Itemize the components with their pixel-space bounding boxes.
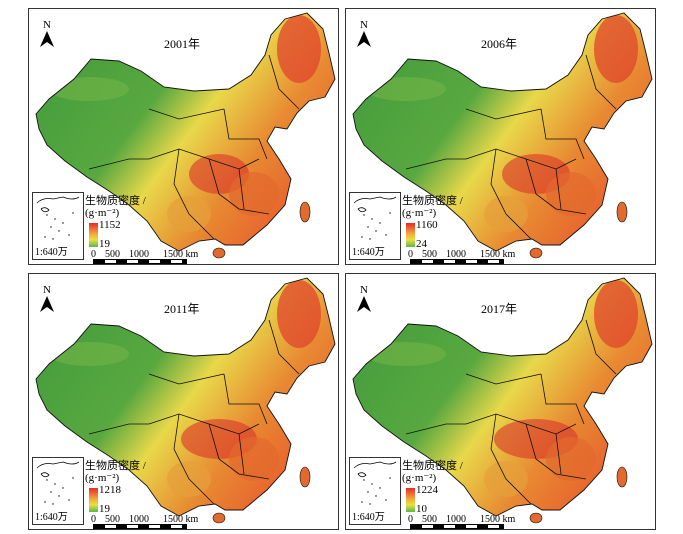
scale-ratio: 1:640万 — [35, 512, 68, 523]
legend-max-value: 1152 — [99, 219, 121, 231]
north-arrow: N — [354, 19, 374, 47]
legend-max-value: 1160 — [416, 219, 438, 231]
legend-color-ramp — [406, 488, 415, 512]
scale-tick-0: 0 — [408, 249, 413, 260]
taiwan — [616, 201, 628, 223]
legend-color-ramp — [89, 488, 98, 512]
year-label: 2011年 — [164, 302, 200, 316]
legend-title-unit: (g·m⁻²) — [85, 472, 120, 484]
legend-title-line1: 生物质密度 / — [402, 195, 463, 207]
south-china-sea-inset: 1:640万 — [32, 457, 84, 525]
north-arrow-icon — [357, 31, 371, 47]
legend-title: 生物质密度 / (g·m⁻²) — [85, 195, 146, 219]
scale-tick-0: 0 — [91, 249, 96, 260]
high-biomass-areas — [366, 280, 638, 497]
scale-bar — [93, 259, 187, 264]
hainan — [529, 512, 543, 524]
legend-color-ramp — [406, 223, 415, 247]
legend-title: 生物质密度 / (g·m⁻²) — [402, 460, 463, 484]
hainan — [529, 247, 543, 259]
scale-bar — [93, 524, 187, 529]
taiwan — [616, 466, 628, 488]
national-border — [35, 277, 336, 517]
hainan — [212, 247, 226, 259]
scale-ratio: 1:640万 — [352, 247, 385, 258]
province-borders — [405, 54, 617, 240]
scale-tick-0: 0 — [91, 514, 96, 525]
province-borders — [405, 319, 617, 505]
legend-min-value: 19 — [99, 238, 110, 250]
biomass-density-map — [352, 12, 653, 259]
map-panel: N 2006年 1:640万 生物质密度 / (g·m⁻²) 1160 24 0… — [345, 8, 656, 265]
biomass-density-map — [352, 277, 653, 524]
scale-tick-500: 500 — [105, 249, 120, 260]
legend-max-value: 1224 — [416, 484, 438, 496]
scale-bar — [410, 524, 504, 529]
legend-title-line1: 生物质密度 / — [85, 195, 146, 207]
legend-title-unit: (g·m⁻²) — [402, 472, 437, 484]
province-borders — [88, 54, 300, 240]
legend-title-line1: 生物质密度 / — [85, 460, 146, 472]
north-arrow-icon — [357, 296, 371, 312]
legend-min-value: 10 — [416, 503, 427, 515]
legend-title-unit: (g·m⁻²) — [85, 207, 120, 219]
map-panel: N 2001年 1:640万 生物质密度 / (g·m⁻²) 1152 19 0… — [28, 8, 339, 265]
legend-title: 生物质密度 / (g·m⁻²) — [402, 195, 463, 219]
inset-map — [36, 461, 80, 505]
north-label: N — [360, 284, 368, 296]
scale-tick-500: 500 — [105, 514, 120, 525]
legend-min-value: 24 — [416, 238, 427, 250]
north-label: N — [43, 284, 51, 296]
north-arrow-icon — [40, 31, 54, 47]
scale-tick-1500: 1500 km — [163, 249, 199, 260]
national-border — [35, 12, 336, 252]
taiwan — [299, 201, 311, 223]
south-china-sea-inset: 1:640万 — [32, 192, 84, 260]
biomass-density-map — [35, 12, 336, 259]
legend-color-ramp — [89, 223, 98, 247]
hainan — [212, 512, 226, 524]
legend-title-line1: 生物质密度 / — [402, 460, 463, 472]
year-label: 2001年 — [164, 37, 201, 51]
legend-max-value: 1218 — [99, 484, 121, 496]
map-panel: N 2017年 1:640万 生物质密度 / (g·m⁻²) 1224 10 0… — [345, 273, 656, 530]
scale-tick-1000: 1000 — [129, 514, 149, 525]
north-label: N — [43, 19, 51, 31]
scale-tick-500: 500 — [422, 249, 437, 260]
national-border — [352, 277, 653, 517]
scale-tick-500: 500 — [422, 514, 437, 525]
scale-tick-0: 0 — [408, 514, 413, 525]
biomass-density-map — [35, 277, 336, 524]
scale-tick-1500: 1500 km — [480, 514, 516, 525]
inset-map — [353, 461, 397, 505]
north-arrow: N — [37, 284, 57, 312]
scale-tick-1000: 1000 — [446, 249, 466, 260]
scale-ratio: 1:640万 — [352, 512, 385, 523]
province-borders — [88, 319, 300, 505]
north-arrow: N — [354, 284, 374, 312]
high-biomass-areas — [49, 15, 321, 232]
scale-tick-1000: 1000 — [446, 514, 466, 525]
taiwan — [299, 466, 311, 488]
scale-tick-1000: 1000 — [129, 249, 149, 260]
north-arrow: N — [37, 19, 57, 47]
south-china-sea-inset: 1:640万 — [349, 192, 401, 260]
scale-ratio: 1:640万 — [35, 247, 68, 258]
north-label: N — [360, 19, 368, 31]
inset-map — [36, 196, 80, 240]
legend-title-unit: (g·m⁻²) — [402, 207, 437, 219]
scale-tick-1500: 1500 km — [480, 249, 516, 260]
scale-bar — [410, 259, 504, 264]
legend-title: 生物质密度 / (g·m⁻²) — [85, 460, 146, 484]
legend-min-value: 19 — [99, 503, 110, 515]
map-panel: N 2011年 1:640万 生物质密度 / (g·m⁻²) 1218 19 0… — [28, 273, 339, 530]
scale-tick-1500: 1500 km — [163, 514, 199, 525]
national-border — [352, 12, 653, 252]
south-china-sea-inset: 1:640万 — [349, 457, 401, 525]
year-label: 2006年 — [481, 37, 518, 51]
north-arrow-icon — [40, 296, 54, 312]
inset-map — [353, 196, 397, 240]
year-label: 2017年 — [481, 302, 518, 316]
